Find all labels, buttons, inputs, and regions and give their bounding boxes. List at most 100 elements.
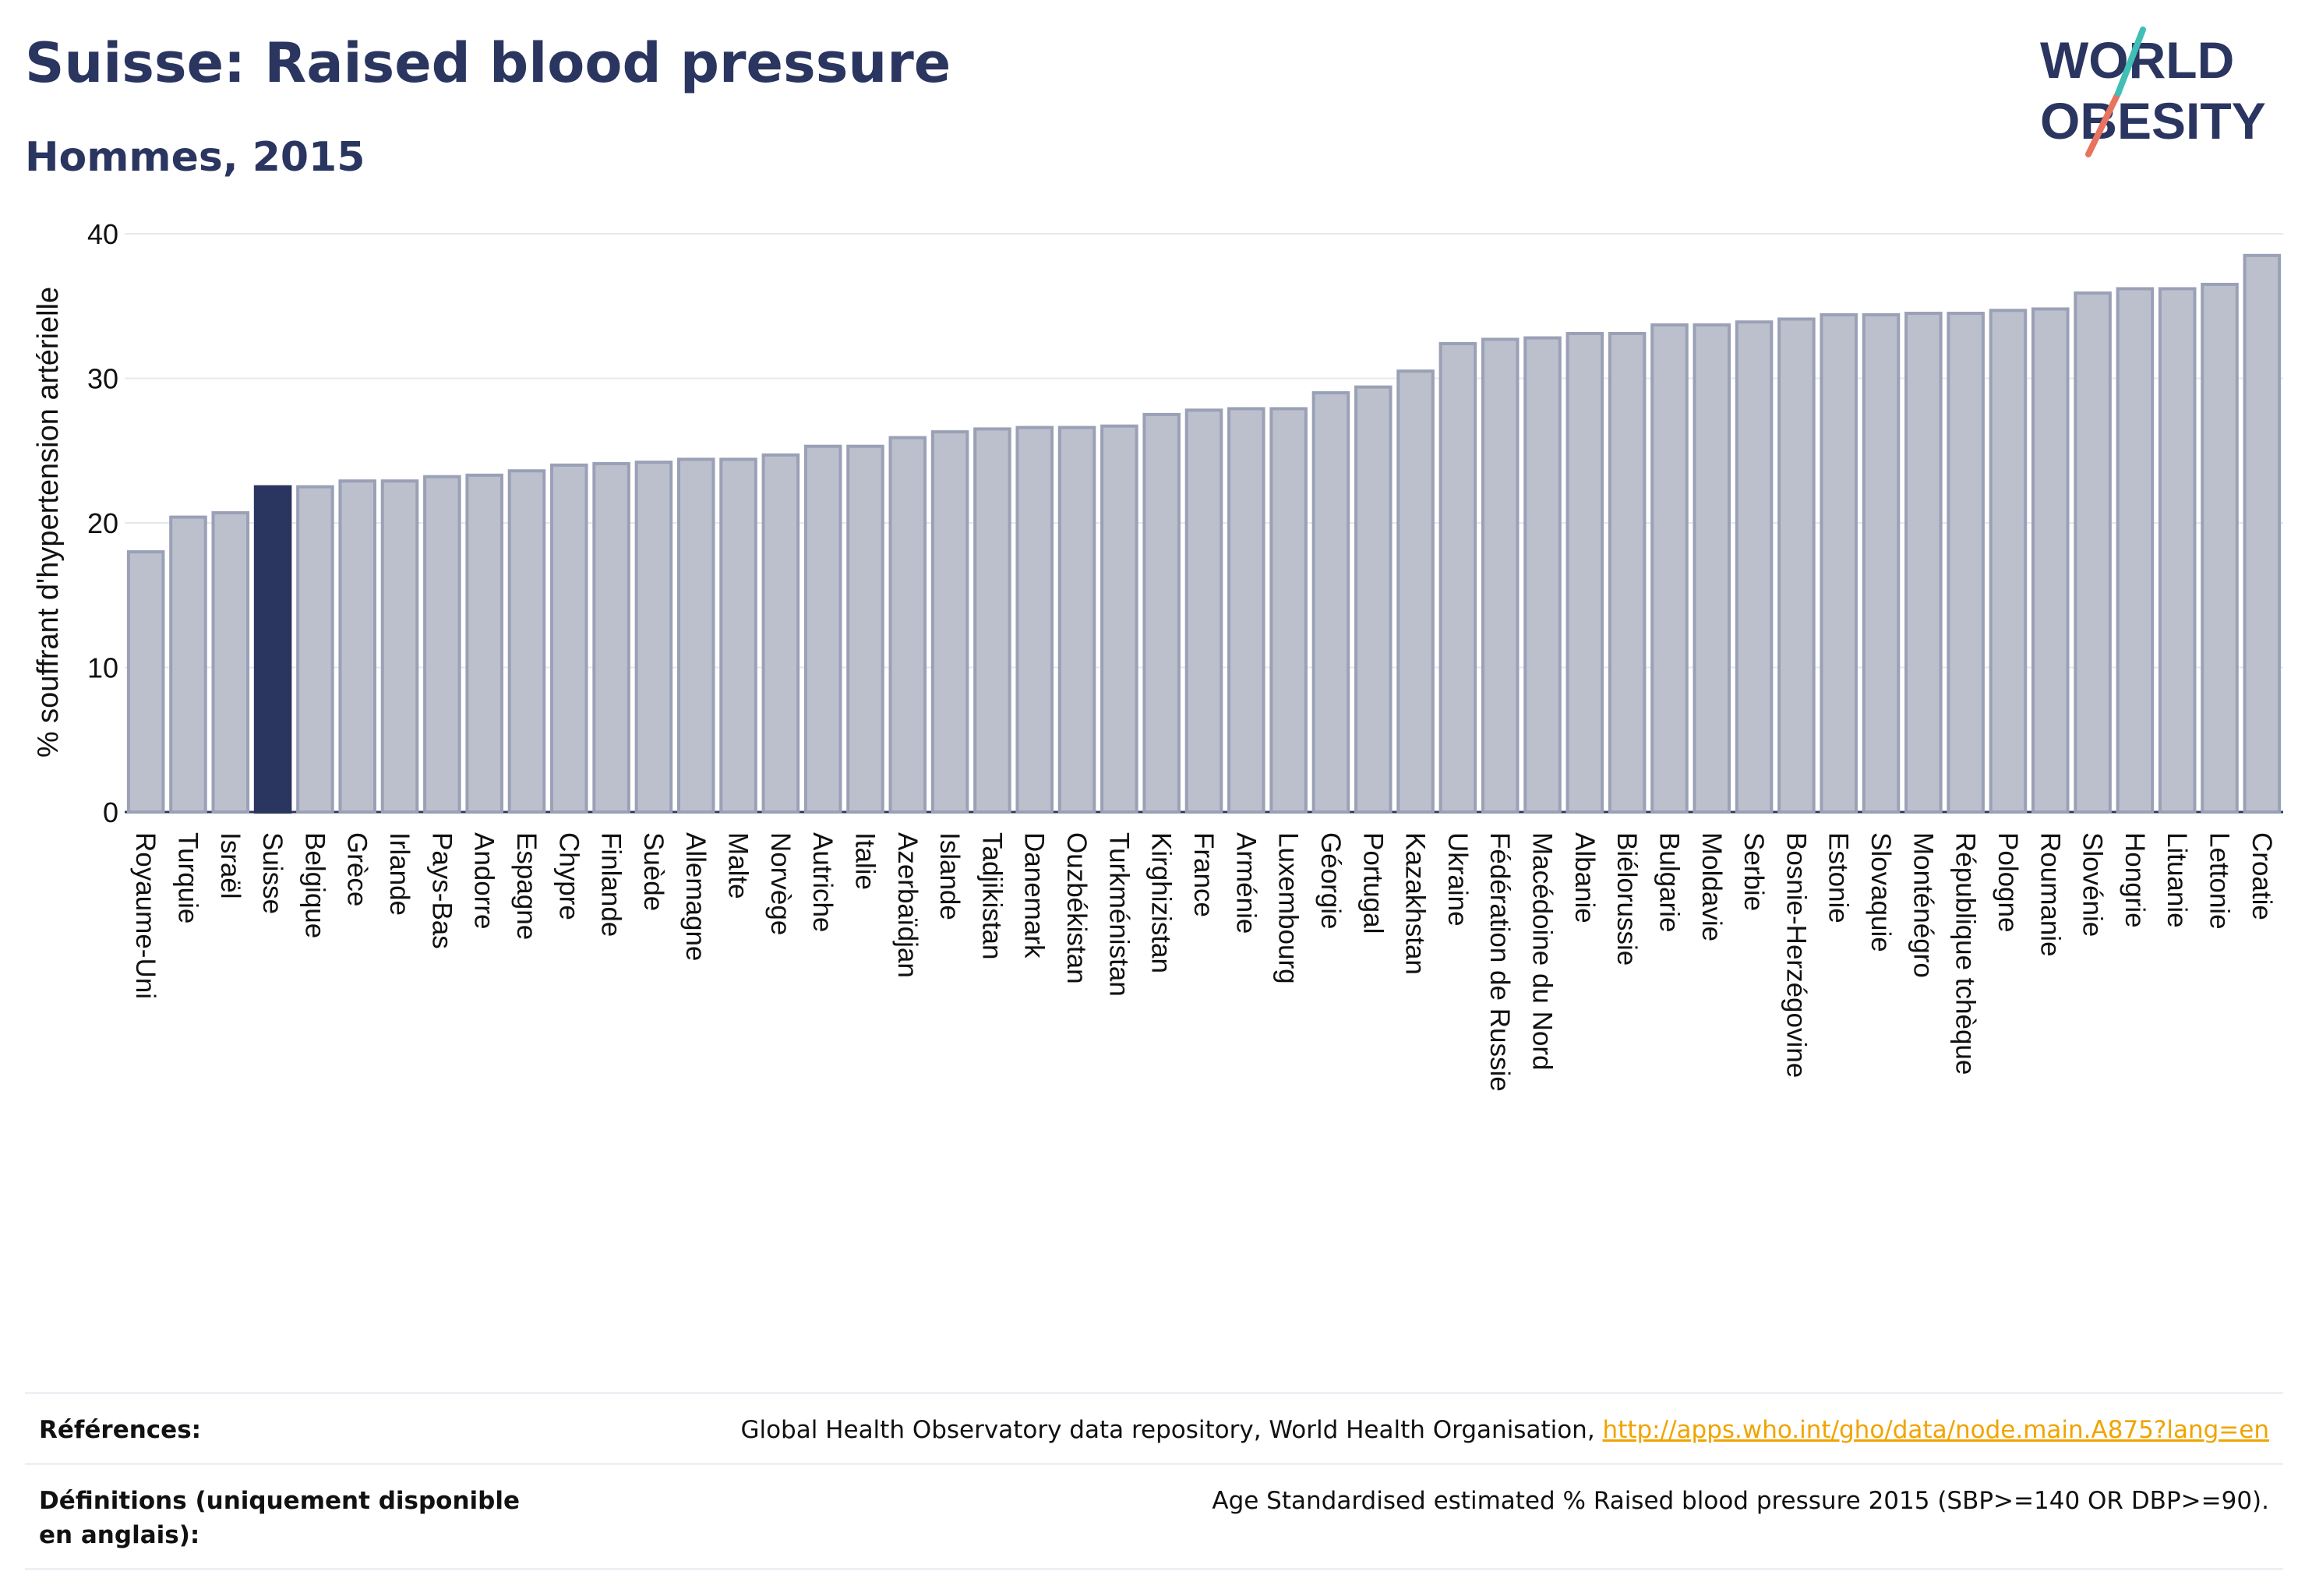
bar (1438, 341, 1477, 814)
x-tick-label: Azerbaïdjan (892, 832, 923, 978)
bar (169, 515, 207, 814)
x-tick-label: Allemagne (680, 832, 711, 961)
x-tick-label: Albanie (1569, 832, 1600, 923)
bar (1777, 317, 1816, 814)
y-axis-ticks: 0 10 20 30 40 (87, 218, 118, 828)
logo-slash-lower (2085, 90, 2121, 157)
references-table: Références: Global Health Observatory da… (25, 1392, 2283, 1570)
x-tick-label: Danemark (1019, 832, 1050, 959)
x-tick-label: Lettonie (2204, 832, 2235, 930)
bar (1184, 408, 1223, 814)
x-tick-label: Turkménistan (1103, 832, 1134, 997)
bar (1989, 309, 2028, 814)
y-tick-label: 20 (87, 507, 118, 539)
bar (1608, 331, 1647, 814)
x-tick-label: Pologne (1993, 832, 2023, 932)
bar (2158, 287, 2197, 814)
references-value: Global Health Observatory data repositor… (740, 1413, 2269, 1447)
x-tick-label: Autriche (807, 832, 838, 932)
bar (2201, 282, 2239, 814)
x-tick-label: Finlande (596, 832, 627, 937)
x-tick-label: Pays-Bas (426, 832, 457, 949)
x-tick-label: Estonie (1823, 832, 1854, 923)
x-tick-label: Ouzbékistan (1061, 832, 1092, 984)
bar (211, 511, 250, 814)
logo-slash-upper (2115, 26, 2146, 97)
bar (846, 444, 884, 814)
bar (2116, 287, 2155, 814)
bar (930, 430, 969, 814)
x-tick-label: Islande (934, 832, 965, 920)
x-tick-label: Portugal (1357, 832, 1388, 934)
bar (1693, 323, 1731, 814)
x-tick-label: Moldavie (1696, 832, 1727, 941)
x-tick-label: République tchèque (1950, 832, 1981, 1075)
x-tick-label: Serbie (1738, 832, 1769, 911)
y-tick-label: 0 (103, 796, 118, 828)
x-tick-label: France (1188, 832, 1219, 917)
x-tick-label: Grèce (342, 832, 372, 906)
y-tick-label: 30 (87, 363, 118, 395)
bar (1947, 312, 1985, 814)
chart-title: Suisse: Raised blood pressure (25, 31, 951, 95)
bar (1057, 425, 1096, 814)
bar (761, 453, 800, 814)
bar (2074, 291, 2112, 814)
bar (1227, 407, 1265, 814)
bar (803, 444, 842, 814)
x-tick-label: Ukraine (1442, 832, 1473, 927)
bar (507, 469, 546, 814)
bar (1269, 407, 1308, 814)
x-tick-label: Macédoine du Nord (1527, 832, 1558, 1070)
x-tick-label: Lituanie (2162, 832, 2192, 928)
bar (1015, 425, 1054, 814)
x-tick-label: Slovénie (2077, 832, 2108, 937)
references-row: Références: Global Health Observatory da… (25, 1394, 2283, 1465)
x-tick-label: Arménie (1230, 832, 1261, 934)
logo-word-obesity: OBESITY (2040, 92, 2266, 150)
bar (1862, 312, 1901, 814)
bar (1142, 412, 1181, 814)
x-tick-label: Norvège (765, 832, 796, 935)
references-text: Global Health Observatory data repositor… (740, 1416, 1603, 1444)
x-tick-label: Hongrie (2120, 832, 2150, 928)
x-tick-label: Roumanie (2035, 832, 2065, 957)
bar (1481, 337, 1520, 814)
x-axis-ticks: Royaume-Uni Turquie Israël Suisse Belgique Gr… (130, 832, 2277, 1092)
x-tick-label: Italie (849, 832, 880, 890)
definitions-value: Age Standardised estimated % Raised bloo… (1212, 1487, 2269, 1515)
references-label: Références: (39, 1416, 202, 1444)
bar (1311, 391, 1350, 814)
x-tick-label: Kirghizistan (1146, 832, 1177, 973)
bar (973, 427, 1011, 814)
y-axis-label: % souffrant d'hypertension artérielle (32, 287, 65, 757)
references-link[interactable]: http://apps.who.int/gho/data/node.main.A… (1602, 1416, 2269, 1444)
bar (1735, 320, 1774, 814)
bar (592, 461, 630, 814)
bar (2243, 253, 2282, 814)
x-tick-label: Andorre (469, 832, 499, 930)
bar (423, 475, 461, 814)
bar (676, 457, 715, 814)
bar (719, 457, 757, 814)
definitions-label: Définitions (uniquement disponible en an… (39, 1487, 521, 1549)
world-obesity-logo: WORLD OBESITY (2040, 26, 2266, 157)
x-tick-label: Turquie (172, 832, 203, 923)
bar (1650, 323, 1689, 814)
x-tick-label: Chypre (553, 832, 584, 920)
bar (1523, 336, 1562, 814)
x-tick-label: Tadjikistan (976, 832, 1007, 959)
bar-highlighted (253, 485, 292, 814)
x-tick-label: Géorgie (1315, 832, 1346, 930)
definitions-row: Définitions (uniquement disponible en an… (25, 1465, 2283, 1570)
x-tick-label: Biélorussie (1611, 832, 1642, 966)
x-tick-label: Fédération de Russie (1484, 832, 1515, 1092)
x-tick-label: Luxembourg (1273, 832, 1304, 984)
x-tick-label: Suède (638, 832, 669, 911)
bar-layer (126, 253, 2282, 814)
chart-subtitle: Hommes, 2015 (25, 134, 365, 181)
bar (2031, 307, 2070, 814)
bar (338, 479, 376, 814)
bar (550, 463, 588, 814)
bar (1396, 369, 1435, 814)
